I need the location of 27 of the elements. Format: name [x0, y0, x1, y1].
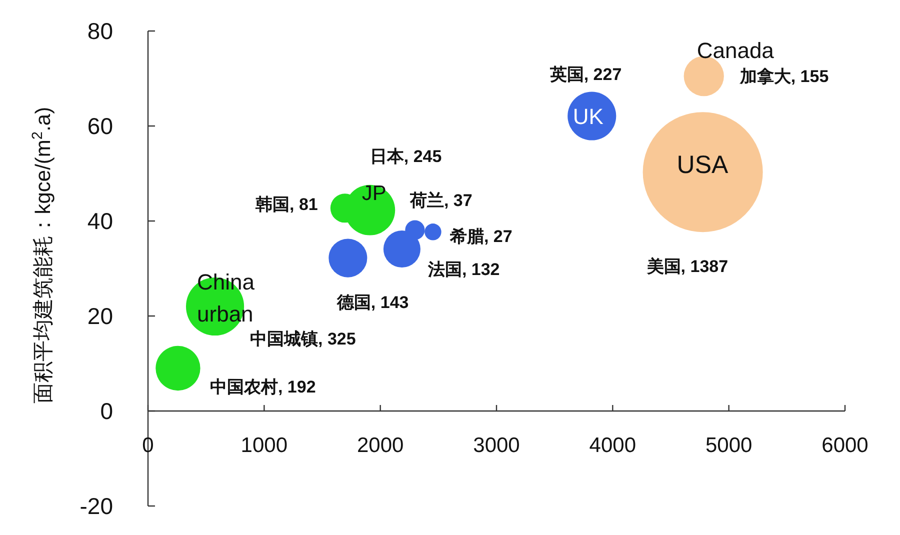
annotation: Canada	[696, 38, 775, 64]
y-tick-label: 0	[100, 398, 113, 424]
data-label: 美国, 1387	[646, 257, 728, 276]
annotation: UK	[572, 104, 604, 130]
y-tick-label: -20	[80, 493, 113, 519]
y-tick-label: 20	[87, 303, 113, 329]
x-tick-label: 6000	[822, 434, 868, 457]
data-label: 中国城镇, 325	[250, 330, 356, 348]
data-label: 中国农村, 192	[210, 377, 316, 396]
x-tick-label: 3000	[473, 434, 520, 457]
x-tick-label: 4000	[589, 434, 636, 457]
data-label: 日本, 245	[370, 147, 442, 166]
x-tick-label: 2000	[356, 434, 404, 457]
annotation: USA	[676, 151, 729, 180]
x-tick-label: 5000	[705, 434, 752, 457]
data-label: 希腊, 27	[448, 226, 512, 246]
data-label: 法国, 132	[426, 260, 500, 280]
annotation: JP	[362, 182, 386, 206]
x-tick-label: 1000	[240, 434, 288, 457]
data-label: 英国, 227	[548, 65, 622, 84]
data-label: 韩国, 81	[254, 195, 318, 214]
y-tick-label: 40	[87, 208, 113, 234]
data-label: 加拿大, 155	[738, 67, 829, 86]
data-label: 德国, 143	[336, 293, 409, 312]
y-tick-label: 80	[87, 18, 113, 44]
data-label: 荷兰, 37	[408, 191, 472, 210]
y-tick-label: 60	[87, 113, 113, 139]
